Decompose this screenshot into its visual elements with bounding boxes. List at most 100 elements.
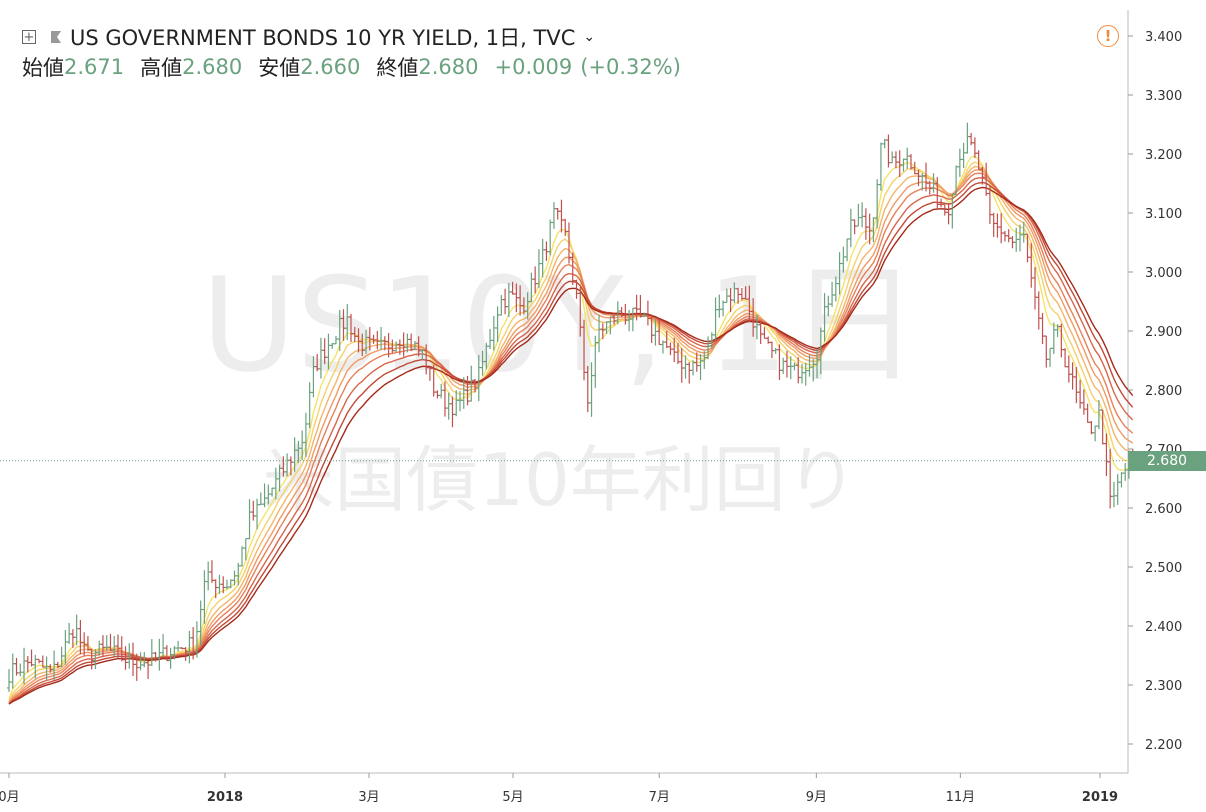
ohlc-bar	[871, 217, 876, 242]
ohlc-bar	[397, 339, 402, 355]
expand-icon[interactable]: +	[22, 29, 36, 45]
ohlc-bar	[89, 648, 94, 670]
ohlc-bar	[837, 252, 842, 295]
ohlc-bar	[927, 180, 932, 195]
ohlc-bar	[893, 151, 898, 169]
ohlc-bar	[277, 464, 282, 492]
ohlc-bar	[217, 574, 222, 594]
ohlc-bar	[1085, 403, 1090, 423]
ohlc-bar	[439, 383, 444, 399]
ohlc-bar	[326, 333, 331, 370]
x-tick-label: 7月	[649, 790, 670, 805]
symbol-title[interactable]: US GOVERNMENT BONDS 10 YR YIELD, 1日, TVC	[70, 26, 576, 50]
ohlc-bar	[540, 238, 545, 278]
ohlc-bar	[247, 499, 252, 540]
ohlc-bar	[762, 327, 767, 339]
y-tick-label: 2.400	[1145, 620, 1182, 635]
ohlc-bar	[1093, 425, 1098, 442]
ohlc-bar	[100, 635, 105, 657]
ohlc-bar	[1078, 379, 1083, 409]
ohlc-bar	[566, 222, 571, 264]
ohlc-bar	[691, 360, 696, 376]
chevron-down-icon[interactable]: ⌄	[583, 29, 596, 45]
title-row: + US GOVERNMENT BONDS 10 YR YIELD, 1日, T…	[22, 22, 689, 52]
ohlc-bar	[442, 381, 447, 417]
ohlc-bar	[1051, 322, 1056, 355]
ohlc-bar	[638, 294, 643, 318]
ohlc-bar	[123, 646, 128, 670]
ohlc-bar	[732, 282, 737, 304]
ohlc-bar	[1040, 312, 1045, 344]
ohlc-bar	[345, 304, 350, 341]
warning-icon[interactable]: !	[1097, 25, 1119, 47]
ohlc-bar	[431, 364, 436, 397]
ohlc-bar	[63, 629, 68, 665]
ohlc-bar	[1059, 323, 1064, 358]
ohlc-bar	[1033, 267, 1038, 310]
ohlc-bar	[446, 392, 451, 420]
ohlc-bar	[85, 635, 90, 651]
x-tick-label: 9月	[806, 790, 827, 805]
ohlc-bar	[792, 362, 797, 371]
change-value: +0.009	[494, 55, 573, 79]
ohlc-bar	[14, 657, 19, 676]
ohlc-bar	[860, 202, 865, 228]
ohlc-bar	[82, 632, 87, 656]
ohlc-bar	[890, 151, 895, 164]
ohlc-bar	[311, 356, 316, 398]
ohlc-bar	[747, 285, 752, 322]
ohlc-bar	[1066, 355, 1071, 383]
ohlc-bar	[1111, 481, 1116, 508]
ohlc-bar	[736, 287, 741, 304]
ohlc-bar	[536, 249, 541, 289]
ohlc-bar	[115, 634, 120, 658]
ohlc-bar	[473, 378, 478, 393]
ohlc-bar	[243, 537, 248, 561]
price-axis[interactable]: 3.4003.3003.2003.1003.0002.9002.8002.700…	[1128, 30, 1182, 753]
ohlc-bar	[97, 640, 102, 656]
ohlc-bar	[924, 162, 929, 192]
ohlc-bar	[179, 647, 184, 650]
ohlc-bar	[206, 561, 211, 591]
ohlc-bar	[198, 600, 203, 646]
ohlc-bar	[841, 246, 846, 273]
ohlc-bar	[454, 390, 459, 417]
time-axis[interactable]: 0月 2018 3月 5月 7月 9月 11月 2019	[0, 773, 1118, 805]
y-tick-label: 2.500	[1145, 561, 1182, 576]
ohlc-bar	[897, 150, 902, 178]
ohlc-bar	[612, 315, 617, 325]
ohlc-bar	[119, 636, 124, 662]
ohlc-bar	[341, 309, 346, 341]
ohlc-bar	[255, 498, 260, 530]
ohlc-bar	[709, 332, 714, 349]
ohlc-bar	[961, 142, 966, 168]
ohlc-bar	[811, 359, 816, 382]
ohlc-bar	[721, 300, 726, 317]
ohlc-bar	[867, 213, 872, 245]
ohlc-bar	[777, 344, 782, 380]
ohlc-bar	[228, 579, 233, 589]
flag-icon[interactable]	[50, 30, 62, 44]
ohlc-bar	[743, 286, 748, 300]
ohlc-bar	[589, 362, 594, 417]
ohlc-bar	[980, 166, 985, 185]
ohlc-bar	[322, 338, 327, 365]
ohlc-bar	[848, 208, 853, 248]
ohlc-bar	[717, 294, 722, 318]
close-label: 終値	[376, 56, 419, 80]
ohlc-bar	[987, 185, 992, 224]
ohlc-bar	[112, 635, 117, 657]
ohlc-bar	[503, 288, 508, 315]
ohlc-bar	[93, 649, 98, 670]
high-label: 高値	[140, 56, 183, 80]
y-tick-label: 2.200	[1145, 738, 1182, 753]
ohlc-bar	[364, 330, 369, 354]
ohlc-bar	[773, 347, 778, 354]
ohlc-bar	[303, 412, 308, 457]
ohlc-bar	[818, 327, 823, 375]
ohlc-bar	[788, 356, 793, 380]
ohlc-bar	[288, 456, 293, 476]
ohlc-bar	[349, 313, 354, 343]
ohlc-bar	[202, 570, 207, 624]
